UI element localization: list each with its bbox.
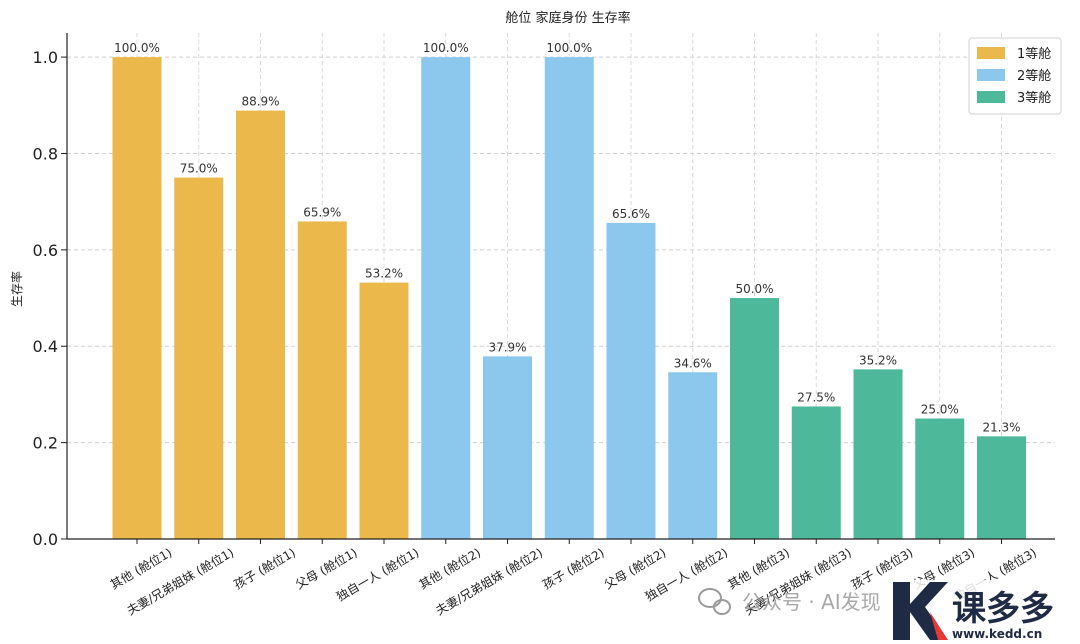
bar-value-label: 75.0% <box>180 162 218 176</box>
chart-title: 舱位 家庭身份 生存率 <box>505 10 630 26</box>
watermark: 公众号 · AI发现 <box>698 588 881 615</box>
logo-url: www.kedd.cn <box>952 627 1042 641</box>
kedd-logo: 课多多 www.kedd.cn <box>886 580 1076 642</box>
bar-value-label: 100.0% <box>423 41 469 55</box>
y-tick-label: 0.2 <box>33 434 58 453</box>
y-tick-label: 0.6 <box>33 241 58 260</box>
bar-value-label: 65.6% <box>612 207 650 221</box>
x-category-label: 夫妻/兄弟姐妹 (舱位1) <box>124 545 236 618</box>
bar <box>359 282 409 539</box>
bar <box>791 406 841 539</box>
logo-text: 课多多 <box>952 589 1054 629</box>
bar <box>236 110 285 539</box>
y-tick-label: 0.4 <box>33 337 58 356</box>
bar-value-label: 50.0% <box>735 282 773 296</box>
bar <box>421 57 471 539</box>
bar <box>174 177 224 540</box>
bar <box>606 222 656 539</box>
y-tick-label: 0.8 <box>33 144 58 163</box>
watermark-text: 公众号 · AI发现 <box>742 590 881 614</box>
bar <box>977 436 1026 539</box>
bar-value-label: 100.0% <box>114 41 160 55</box>
axes: 0.0 0.2 0.4 0.6 0.8 1.0 <box>33 33 1055 549</box>
bar-value-label: 88.9% <box>241 95 279 109</box>
y-tick-label: 0.0 <box>33 530 58 549</box>
legend-swatch <box>977 69 1005 81</box>
x-category-label: 孩子 (舱位1) <box>231 545 298 592</box>
bar-value-label: 37.9% <box>488 340 526 354</box>
y-axis-label: 生存率 <box>9 271 24 307</box>
bar-value-label: 100.0% <box>546 41 592 55</box>
x-category-label: 孩子 (舱位2) <box>540 545 607 592</box>
legend-entry-label: 1等舱 <box>1017 46 1051 62</box>
y-tick-label: 1.0 <box>33 48 58 67</box>
wechat-icon <box>698 588 731 615</box>
bar-value-label: 25.0% <box>921 403 959 417</box>
legend-swatch <box>977 47 1005 59</box>
legend: 1等舱 2等舱 3等舱 <box>968 37 1062 115</box>
bar-value-label: 34.6% <box>674 356 712 370</box>
legend-swatch <box>977 91 1005 103</box>
bar-value-label: 53.2% <box>365 267 403 281</box>
bar <box>112 57 162 539</box>
bar <box>853 369 903 539</box>
legend-entry-label: 2等舱 <box>1017 68 1051 84</box>
bar <box>483 356 532 539</box>
bar-value-label: 35.2% <box>859 353 897 367</box>
value-labels: 100.0% 75.0% 88.9% 65.9% 53.2% 100.0% 37.9% 100… <box>114 41 1020 434</box>
bar <box>915 418 965 539</box>
bar-value-label: 27.5% <box>797 390 835 404</box>
bar <box>730 298 779 539</box>
bar <box>668 372 718 539</box>
bar-value-label: 21.3% <box>982 420 1020 434</box>
bars <box>112 57 1026 540</box>
bar <box>544 57 594 539</box>
bar-value-label: 65.9% <box>303 205 341 219</box>
bar <box>297 221 347 540</box>
x-category-label: 夫妻/兄弟姐妹 (舱位2) <box>433 545 545 618</box>
legend-entry-label: 3等舱 <box>1017 90 1051 106</box>
